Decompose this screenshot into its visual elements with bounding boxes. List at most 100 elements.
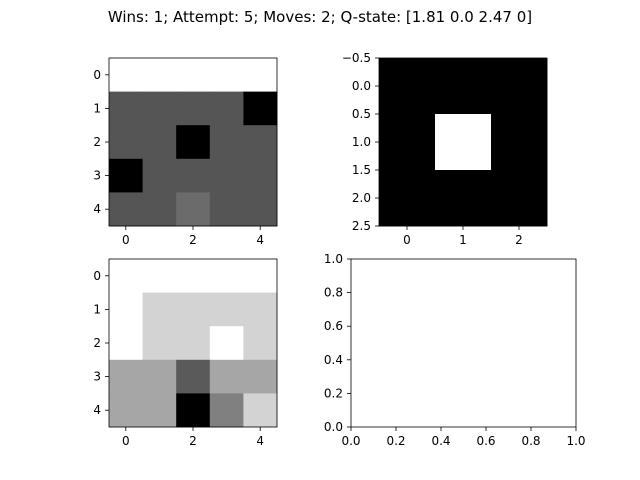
y-tick-label: 0 [93, 269, 101, 283]
grid-cell [209, 125, 244, 160]
grid-cell [209, 259, 244, 293]
grid-cell [109, 326, 143, 361]
empty-axes: 0.0 0.2 0.4 0.6 0.8 1.0 0.0 0.2 0.4 0.6 0.8 1.0 [324, 252, 586, 448]
grid-cell [109, 158, 143, 193]
grid-cell [379, 114, 436, 171]
grid-top-left: 0 2 4 0 1 2 3 4 [93, 57, 278, 247]
grid-cell [435, 58, 492, 115]
y-tick-label: 1.5 [352, 163, 371, 177]
x-tick-label: 0 [122, 233, 130, 247]
grid-cell [435, 114, 492, 171]
x-tick-label: 0.8 [521, 434, 540, 448]
grid-cell [209, 58, 244, 92]
grid-cell [109, 192, 143, 227]
grid-cell [142, 259, 177, 293]
figure-title: Wins: 1; Attempt: 5; Moves: 2; Q-state: … [108, 8, 532, 26]
x-tick-label: 0.2 [386, 434, 405, 448]
y-tick-label: 3 [93, 370, 101, 384]
x-tick-label: 4 [256, 434, 264, 448]
grid-cell [142, 125, 177, 160]
grid-cell [243, 326, 278, 361]
grid-cell [142, 359, 177, 394]
grid-cell [209, 91, 244, 126]
y-tick-label: 0.5 [352, 107, 371, 121]
y-tick-label: 0 [93, 68, 101, 82]
y-tick-label: 4 [93, 403, 101, 417]
y-tick-label: 2 [93, 135, 101, 149]
x-tick-label: 0.0 [341, 434, 360, 448]
grid-top-right: 0 1 2 −0.5 0.0 0.5 1.0 1.5 2.0 2.5 [342, 51, 548, 247]
grid-cell [491, 114, 548, 171]
x-tick-label: 4 [256, 233, 264, 247]
x-tick-label: 0.4 [431, 434, 450, 448]
grid-cell [176, 125, 211, 160]
grid-cell [243, 58, 278, 92]
grid-cell [176, 192, 211, 227]
grid-cell [209, 158, 244, 193]
axes-frame [350, 258, 577, 428]
x-tick-label: 2 [189, 233, 197, 247]
grid-cell [176, 393, 211, 428]
grid-cell [176, 58, 211, 92]
x-tick-label: 2 [189, 434, 197, 448]
x-tick-label: 0.6 [476, 434, 495, 448]
grid-cell [142, 393, 177, 428]
grid-cell [176, 292, 211, 327]
y-tick-label: 1 [93, 302, 101, 316]
y-tick-label: 0.4 [324, 353, 343, 367]
y-tick-label: 1.0 [324, 252, 343, 266]
y-tick-label: 3 [93, 169, 101, 183]
y-tick-label: 0.8 [324, 286, 343, 300]
y-tick-label: 1.0 [352, 135, 371, 149]
grid-cell [243, 192, 278, 227]
x-tick-label: 2 [515, 233, 523, 247]
x-tick-label: 1 [459, 233, 467, 247]
grid-cell [435, 170, 492, 227]
grid-cell [209, 192, 244, 227]
grid-cell [491, 170, 548, 227]
grid-cell [243, 359, 278, 394]
x-tick-label: 1.0 [566, 434, 585, 448]
y-tick-label: 2.5 [352, 219, 371, 233]
grid-cell [142, 192, 177, 227]
grid-cell [379, 170, 436, 227]
y-tick-label: 1 [93, 101, 101, 115]
subplots: 0 2 4 0 1 2 3 4 0 2 4 0 1 2 3 4 0 1 2 −0.5 0.0 0.5 1.0 1.5 2.0 2.… [93, 51, 585, 448]
y-tick-label: 2 [93, 336, 101, 350]
grid-cell [142, 158, 177, 193]
y-tick-label: 0.0 [352, 79, 371, 93]
x-tick-label: 0 [403, 233, 411, 247]
grid-cell [176, 158, 211, 193]
grid-cell [176, 259, 211, 293]
grid-cell [209, 292, 244, 327]
y-tick-label: 0.0 [324, 420, 343, 434]
grid-cell [209, 393, 244, 428]
grid-cell [243, 125, 278, 160]
grid-cell [243, 292, 278, 327]
grid-cell [176, 326, 211, 361]
grid-cell [176, 91, 211, 126]
grid-cell [142, 58, 177, 92]
grid-cell [142, 326, 177, 361]
grid-cell [109, 292, 143, 327]
grid-bottom-left: 0 2 4 0 1 2 3 4 [93, 258, 278, 448]
grid-cell [109, 91, 143, 126]
grid-cell [109, 393, 143, 428]
grid-cell [243, 393, 278, 428]
grid-cell [109, 125, 143, 160]
y-tick-label: −0.5 [342, 51, 371, 65]
x-tick-label: 0 [122, 434, 130, 448]
grid-cell [176, 359, 211, 394]
grid-cell [209, 359, 244, 394]
grid-cell [491, 58, 548, 115]
grid-cell [379, 58, 436, 115]
grid-cell [243, 259, 278, 293]
grid-cell [142, 292, 177, 327]
y-tick-label: 0.6 [324, 319, 343, 333]
y-tick-label: 0.2 [324, 386, 343, 400]
y-tick-label: 4 [93, 202, 101, 216]
y-tick-label: 2.0 [352, 191, 371, 205]
grid-cell [209, 326, 244, 361]
grid-cell [109, 359, 143, 394]
